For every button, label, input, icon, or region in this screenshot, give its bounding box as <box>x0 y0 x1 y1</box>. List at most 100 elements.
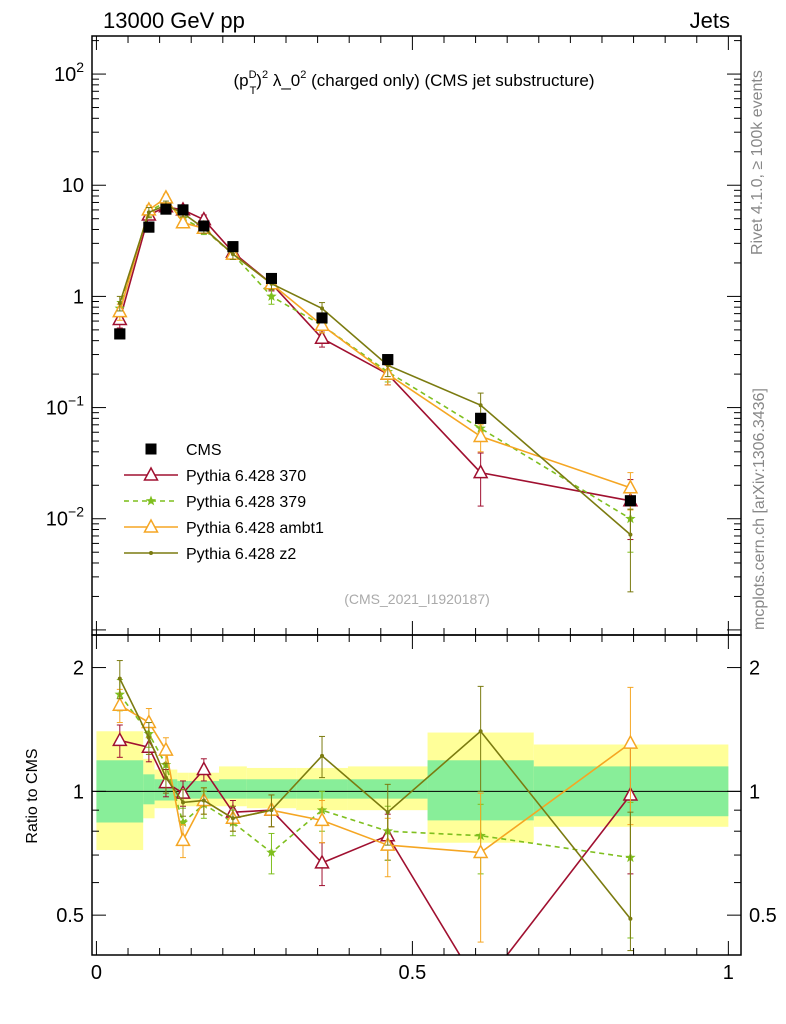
series-cms-top <box>114 203 636 507</box>
band-green <box>219 779 247 799</box>
ratio-point <box>117 676 122 681</box>
ratio-panel: 2 2 1 1 0.5 0.5 0 0.5 1 <box>56 635 777 984</box>
title-part-a: (p <box>233 71 248 90</box>
legend-label: Pythia 6.428 z2 <box>186 546 296 563</box>
ratio-ytick-label: 1 <box>73 781 84 803</box>
energy-label: 13000 GeV pp <box>103 8 245 33</box>
title-sup-2b: 2 <box>300 69 306 81</box>
title-sup-2a: 2 <box>262 69 268 81</box>
cms-point <box>160 203 172 215</box>
band-green <box>296 779 348 799</box>
data-point <box>320 306 325 311</box>
mcplots-label: mcplots.cern.ch [arXiv:1306.3436] <box>751 388 768 630</box>
ytick-base: 10 <box>46 398 68 420</box>
ytick-base: 10 <box>46 509 68 531</box>
legend-swatch <box>143 518 159 533</box>
plot-title: (pD T)2 λ_02 (charged only) (CMS jet subs… <box>233 69 594 97</box>
ratio-ytick-label: 2 <box>73 658 84 680</box>
band-green <box>246 779 297 799</box>
legend-swatch <box>143 466 159 481</box>
main-ytick-label: 10−1 <box>46 393 84 420</box>
ratio-point <box>201 798 206 803</box>
legend-item-cms: CMS <box>145 442 222 459</box>
ratio-point <box>266 847 277 857</box>
main-ytick-label: 10−2 <box>46 504 84 531</box>
ratio-point <box>177 817 189 827</box>
xtick-label: 1 <box>723 962 734 984</box>
ratio-point <box>180 800 185 805</box>
data-point <box>628 532 633 537</box>
data-point <box>230 252 235 257</box>
legend-swatch <box>149 551 153 555</box>
legend-item-pythia-6-428-379: Pythia 6.428 379 <box>124 494 306 511</box>
ratio-clipped <box>92 660 741 955</box>
ratio-ylabel: Ratio to CMS <box>24 748 41 843</box>
ratio-point <box>158 741 174 756</box>
legend-label: Pythia 6.428 ambt1 <box>186 520 324 537</box>
cms-point <box>227 241 239 253</box>
ratio-ytick-label: 0.5 <box>56 905 84 927</box>
ytick-base: 10 <box>54 64 76 86</box>
ratio-series-pythia-6-428-z2 <box>116 660 634 952</box>
title-part-c: λ_0 <box>268 71 300 90</box>
ytick-exponent: −2 <box>68 504 84 520</box>
data-point <box>622 479 639 494</box>
cms-point <box>198 220 210 232</box>
ratio-ytick-label-right: 0.5 <box>749 905 777 927</box>
ratio-point <box>196 760 212 776</box>
title-sup-d: D <box>249 69 257 81</box>
legend-item-pythia-6-428-370: Pythia 6.428 370 <box>124 466 306 485</box>
cms-point <box>382 354 394 366</box>
legend-label: CMS <box>186 442 222 459</box>
ytick-exponent: 2 <box>76 59 84 75</box>
series-pythia-6-428-370 <box>112 198 639 541</box>
series-pythia-6-428-ambt1 <box>112 189 639 511</box>
ratio-point <box>628 916 633 921</box>
title-part-b: ) <box>256 71 262 90</box>
cms-point <box>475 412 487 424</box>
ratio-point <box>385 810 390 815</box>
ratio-point <box>314 811 330 827</box>
analysis-tag: (CMS_2021_I1920187) <box>344 591 490 607</box>
main-ytick-label: 102 <box>54 59 84 86</box>
series-line-pythia-6-428-z2 <box>119 204 631 536</box>
xtick-label: 0 <box>91 962 102 984</box>
ratio-ytick-label-right: 2 <box>749 658 760 680</box>
band-green <box>143 774 155 805</box>
rivet-version-label: Rivet 4.1.0, ≥ 100k events <box>749 70 766 255</box>
legend-label: Pythia 6.428 370 <box>186 468 306 485</box>
cms-point <box>143 221 155 233</box>
cms-point <box>624 495 636 507</box>
ratio-point <box>163 775 168 780</box>
ratio-point <box>622 734 639 749</box>
data-point <box>472 427 489 443</box>
data-point <box>266 290 277 301</box>
process-label: Jets <box>690 8 730 33</box>
main-ytick-label: 1 <box>73 286 84 308</box>
data-point <box>175 214 191 229</box>
data-point <box>314 316 330 332</box>
title-sub-t: T <box>250 85 257 97</box>
legend-swatch <box>145 443 157 455</box>
ratio-point <box>146 735 151 740</box>
ratio-point <box>478 729 483 734</box>
legend-swatch <box>145 495 157 506</box>
title-part-d: (charged only) (CMS jet substructure) <box>306 71 594 90</box>
ratio-point <box>269 808 274 813</box>
ratio-point <box>230 816 235 821</box>
data-point <box>472 464 489 479</box>
ratio-point <box>472 843 489 859</box>
main-ytick-label: 10 <box>62 175 84 197</box>
data-point <box>146 210 151 215</box>
data-point <box>314 329 330 345</box>
legend: CMS Pythia 6.428 370 Pythia 6.428 379 Pythi… <box>124 442 324 563</box>
xtick-label: 0.5 <box>398 962 426 984</box>
cms-point <box>114 328 126 340</box>
ratio-point <box>175 831 191 847</box>
ratio-ytick-label-right: 1 <box>749 781 760 803</box>
ratio-point <box>314 854 330 869</box>
legend-item-pythia-6-428-ambt1: Pythia 6.428 ambt1 <box>124 518 324 537</box>
cms-point <box>316 312 328 324</box>
